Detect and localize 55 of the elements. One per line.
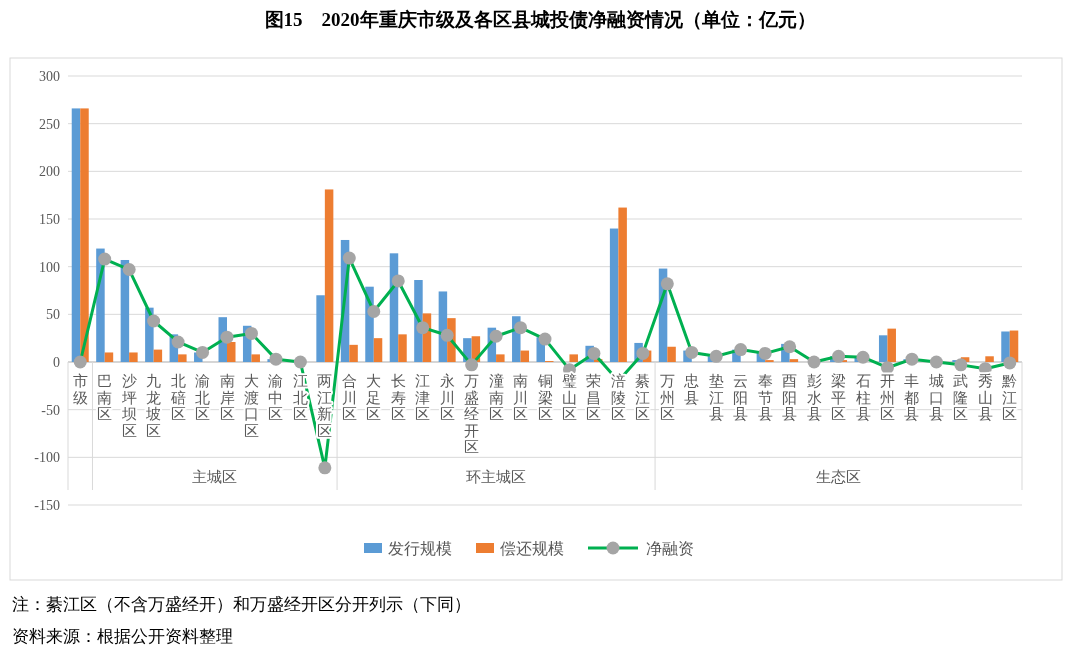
x-tick-label: 城口县 <box>927 373 944 422</box>
x-tick-label: 潼南区 <box>488 373 504 422</box>
x-tick-label: 大渡口区 <box>243 373 259 439</box>
y-tick-label: 300 <box>39 69 60 84</box>
y-tick-label: 250 <box>39 116 60 132</box>
x-tick-label: 梁平区 <box>831 373 847 422</box>
x-tick-label: 铜梁区 <box>536 373 553 422</box>
x-tick-label: 北碚区 <box>169 373 186 422</box>
y-tick-label: -100 <box>34 450 60 466</box>
x-tick-label: 南岸区 <box>219 373 235 422</box>
x-tick-label: 荣昌区 <box>586 373 602 422</box>
x-tick-label: 南川区 <box>513 373 529 422</box>
x-tick-label: 市级 <box>72 373 88 406</box>
annotation: 主城区 <box>192 469 238 485</box>
x-tick-label: 渝北区 <box>195 373 211 422</box>
x-tick-label: 云阳县 <box>733 373 749 422</box>
x-tick-label: 沙坪坝区 <box>120 373 137 439</box>
x-tick-label: 忠县 <box>683 373 700 406</box>
x-tick-label: 开州区 <box>879 373 895 422</box>
x-tick-label: 九龙坡区 <box>145 373 162 439</box>
x-tick-label: 武隆区 <box>953 373 969 422</box>
y-tick-label: -150 <box>34 498 60 513</box>
y-tick-label: -50 <box>41 402 60 418</box>
legend-label: 发行规模 <box>388 540 452 557</box>
x-tick-label: 石柱县 <box>855 373 871 422</box>
x-tick-label: 大足区 <box>366 373 382 422</box>
x-tick-label: 永川区 <box>439 373 455 422</box>
x-tick-label: 江津区 <box>415 373 431 422</box>
x-tick-label: 长寿区 <box>390 373 406 422</box>
y-tick-label: 0 <box>53 355 60 370</box>
x-tick-label: 綦江区 <box>635 373 651 422</box>
y-tick-label: 200 <box>39 164 60 180</box>
chart-title: 图15 2020年重庆市级及各区县城投债净融资情况（单位：亿元） <box>264 9 816 30</box>
x-tick-label: 酉阳县 <box>782 373 798 422</box>
x-tick-label: 万盛经开区 <box>464 373 480 455</box>
x-tick-label: 巴南区 <box>97 373 113 422</box>
y-tick-label: 50 <box>46 307 60 323</box>
x-tick-label: 黔江区 <box>1001 373 1018 422</box>
x-tick-label: 璧山区 <box>561 373 577 422</box>
legend-label: 净融资 <box>646 540 694 557</box>
x-tick-label: 万州区 <box>659 373 675 422</box>
text: 资料来源：根据公开资料整理 <box>12 627 233 646</box>
annotation: 生态区 <box>816 469 862 485</box>
annotation: 环主城区 <box>466 469 527 485</box>
x-tick-label: 秀山县 <box>977 373 993 422</box>
x-tick-label: 合川区 <box>341 373 357 422</box>
x-tick-label: 丰都县 <box>904 373 920 422</box>
text: 注：綦江区（不含万盛经开）和万盛经开区分开列示（下同） <box>12 595 471 614</box>
x-tick-label: 彭水县 <box>806 373 822 422</box>
x-tick-label: 奉节县 <box>757 373 773 422</box>
y-tick-label: 100 <box>39 259 60 275</box>
x-tick-label: 垫江县 <box>708 373 724 422</box>
x-tick-label: 渝中区 <box>268 373 284 422</box>
legend-label: 偿还规模 <box>500 540 564 557</box>
y-tick-label: 150 <box>39 212 60 227</box>
